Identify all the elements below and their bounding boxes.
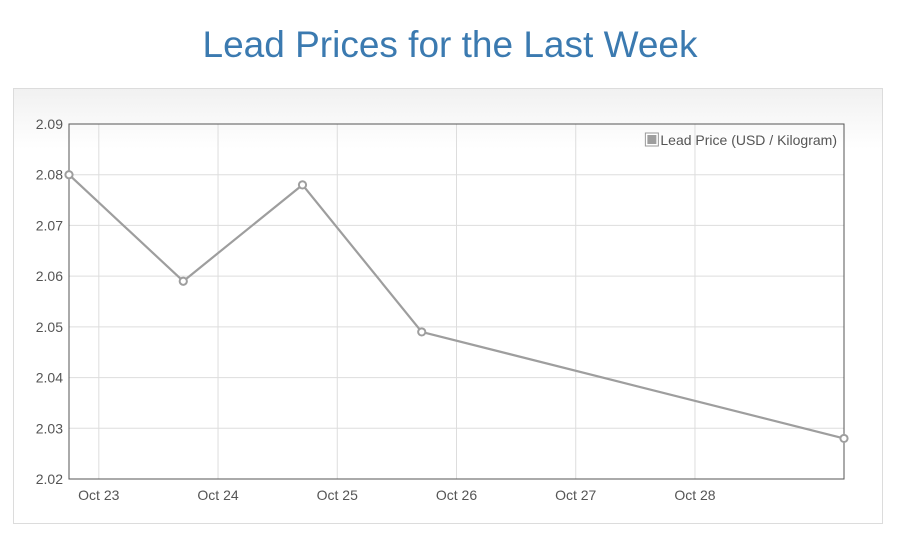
y-tick-label: 2.06 [36, 268, 63, 284]
legend: Lead Price (USD / Kilogram) [644, 132, 837, 148]
legend-label: Lead Price (USD / Kilogram) [660, 132, 837, 148]
x-tick-label: Oct 27 [555, 487, 596, 503]
plot-area-border [68, 123, 845, 480]
page-title: Lead Prices for the Last Week [202, 24, 698, 65]
x-tick-label: Oct 28 [674, 487, 715, 503]
chart-panel: 2.09 2.08 2.07 2.06 2.05 2.04 2.03 2.02 Oct 23 O… [13, 88, 883, 524]
y-tick-label: 2.02 [36, 471, 63, 487]
grid-lines [69, 123, 844, 480]
data-point [297, 180, 308, 190]
y-tick-label: 2.04 [36, 370, 63, 386]
y-axis: 2.09 2.08 2.07 2.06 2.05 2.04 2.03 2.02 [36, 116, 63, 487]
y-tick-label: 2.05 [36, 319, 63, 335]
y-tick-label: 2.09 [36, 116, 63, 132]
y-tick-label: 2.08 [36, 167, 63, 183]
legend-swatch [647, 135, 657, 144]
line-chart: 2.092.082.072.062.052.042.032.02 Oct 23 O… [36, 116, 849, 503]
x-tick-label: Oct 26 [436, 487, 477, 503]
x-tick-label: Oct 25 [317, 487, 358, 503]
x-tick-label: Oct 23 [78, 487, 119, 503]
data-point [417, 327, 427, 337]
data-point [64, 170, 74, 180]
x-axis: Oct 23 Oct 24 Oct 25 Oct 26 Oct 27 Oct 28 [78, 487, 716, 503]
data-point [839, 433, 849, 444]
series-lead-price [64, 170, 849, 444]
y-tick-label: 2.03 [36, 420, 63, 436]
data-point [178, 276, 188, 286]
y-tick-label: 2.07 [36, 217, 63, 233]
x-tick-label: Oct 24 [197, 487, 238, 503]
